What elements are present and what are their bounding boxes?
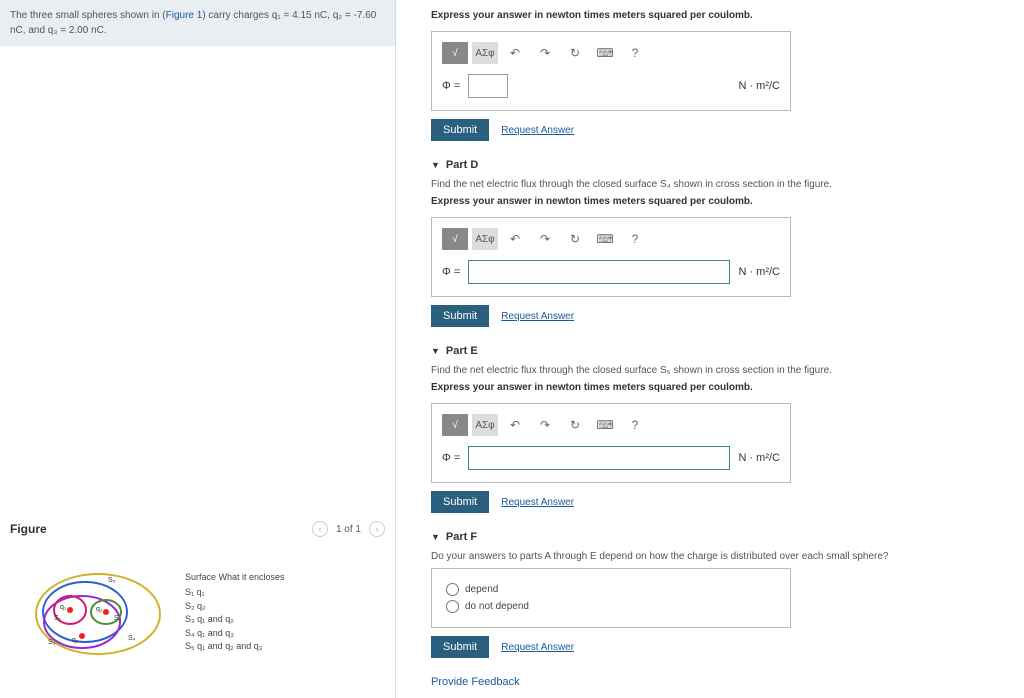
submit-button[interactable]: Submit [431,119,489,141]
help-icon[interactable]: ? [622,228,648,250]
answer-block: √ ΑΣφ ↶ ↷ ↻ ⌨ ? Φ = N · m²/C [431,31,791,111]
part-c: Express your answer in newton times mete… [431,10,1014,141]
sqrt-icon[interactable]: √ [442,414,468,436]
undo-icon[interactable]: ↶ [502,42,528,64]
reset-icon[interactable]: ↻ [562,42,588,64]
problem-prefix: The three small spheres shown in ( [10,10,166,21]
part-instructions: Express your answer in newton times mete… [431,196,1014,207]
svg-text:S₄: S₄ [128,635,136,642]
undo-icon[interactable]: ↶ [502,228,528,250]
svg-text:S₃: S₃ [48,639,56,646]
legend-header: Surface What it encloses [185,571,285,585]
redo-icon[interactable]: ↷ [532,414,558,436]
keyboard-icon[interactable]: ⌨ [592,228,618,250]
answer-input[interactable] [468,446,730,470]
submit-button[interactable]: Submit [431,305,489,327]
problem-statement: The three small spheres shown in (Figure… [0,0,395,46]
part-instructions: Express your answer in newton times mete… [431,10,1014,21]
figure-legend: Surface What it encloses S₁ q₁ S₂ q₂ S₃ … [185,571,285,654]
unit-label: N · m²/C [738,452,780,464]
symbols-icon[interactable]: ΑΣφ [472,414,498,436]
radio-label: do not depend [465,601,529,612]
svg-text:S₁: S₁ [54,615,62,622]
equation-label: Φ = [442,452,460,464]
answer-toolbar: √ ΑΣφ ↶ ↷ ↻ ⌨ ? [442,228,780,250]
submit-button[interactable]: Submit [431,491,489,513]
undo-icon[interactable]: ↶ [502,414,528,436]
reset-icon[interactable]: ↻ [562,414,588,436]
answer-toolbar: √ ΑΣφ ↶ ↷ ↻ ⌨ ? [442,414,780,436]
radio-block: depend do not depend [431,568,791,628]
unit-label: N · m²/C [738,80,780,92]
svg-text:S₅: S₅ [108,577,116,584]
redo-icon[interactable]: ↷ [532,228,558,250]
redo-icon[interactable]: ↷ [532,42,558,64]
help-icon[interactable]: ? [622,414,648,436]
legend-row: S₁ q₁ [185,586,285,600]
equation-label: Φ = [442,80,460,92]
provide-feedback-link[interactable]: Provide Feedback [431,676,1014,688]
answer-input[interactable] [468,260,730,284]
answer-toolbar: √ ΑΣφ ↶ ↷ ↻ ⌨ ? [442,42,780,64]
svg-text:q₃: q₃ [72,637,79,644]
radio-input[interactable] [446,600,459,613]
answer-input[interactable] [468,74,508,98]
legend-row: S₃ q₁ and q₂ [185,613,285,627]
figure-pager: ‹ 1 of 1 › [312,521,385,537]
collapse-icon[interactable]: ▼ [431,160,440,170]
request-answer-link[interactable]: Request Answer [501,311,574,322]
radio-option-depend[interactable]: depend [446,583,776,596]
part-title: Part D [446,159,478,171]
radio-label: depend [465,584,498,595]
figure-diagram: q₁ q₂ q₃ S₅ S₁ S₂ S₃ S₄ [30,562,170,662]
pager-prev-icon[interactable]: ‹ [312,521,328,537]
submit-button[interactable]: Submit [431,636,489,658]
radio-option-not-depend[interactable]: do not depend [446,600,776,613]
figure-link[interactable]: Figure 1 [166,10,203,21]
svg-text:q₁: q₁ [60,604,67,611]
request-answer-link[interactable]: Request Answer [501,125,574,136]
part-prompt: Find the net electric flux through the c… [431,179,1014,190]
legend-row: S₂ q₂ [185,600,285,614]
answer-block: √ ΑΣφ ↶ ↷ ↻ ⌨ ? Φ = N · m²/C [431,403,791,483]
request-answer-link[interactable]: Request Answer [501,642,574,653]
collapse-icon[interactable]: ▼ [431,346,440,356]
request-answer-link[interactable]: Request Answer [501,497,574,508]
figure-title: Figure [10,522,47,536]
collapse-icon[interactable]: ▼ [431,532,440,542]
svg-text:S₂: S₂ [114,615,122,622]
sqrt-icon[interactable]: √ [442,228,468,250]
sqrt-icon[interactable]: √ [442,42,468,64]
pager-label: 1 of 1 [336,524,361,535]
legend-row: S₅ q₁ and q₂ and q₃ [185,640,285,654]
part-e: ▼ Part E Find the net electric flux throu… [431,345,1014,513]
part-prompt: Do your answers to parts A through E dep… [431,551,1014,562]
help-icon[interactable]: ? [622,42,648,64]
part-title: Part F [446,531,477,543]
svg-text:q₂: q₂ [96,606,103,613]
symbols-icon[interactable]: ΑΣφ [472,42,498,64]
radio-input[interactable] [446,583,459,596]
part-instructions: Express your answer in newton times mete… [431,382,1014,393]
part-d: ▼ Part D Find the net electric flux throu… [431,159,1014,327]
keyboard-icon[interactable]: ⌨ [592,42,618,64]
part-f: ▼ Part F Do your answers to parts A throu… [431,531,1014,658]
unit-label: N · m²/C [738,266,780,278]
pager-next-icon[interactable]: › [369,521,385,537]
legend-row: S₄ q₁ and q₃ [185,627,285,641]
reset-icon[interactable]: ↻ [562,228,588,250]
keyboard-icon[interactable]: ⌨ [592,414,618,436]
part-prompt: Find the net electric flux through the c… [431,365,1014,376]
equation-label: Φ = [442,266,460,278]
symbols-icon[interactable]: ΑΣφ [472,228,498,250]
part-title: Part E [446,345,478,357]
answer-block: √ ΑΣφ ↶ ↷ ↻ ⌨ ? Φ = N · m²/C [431,217,791,297]
